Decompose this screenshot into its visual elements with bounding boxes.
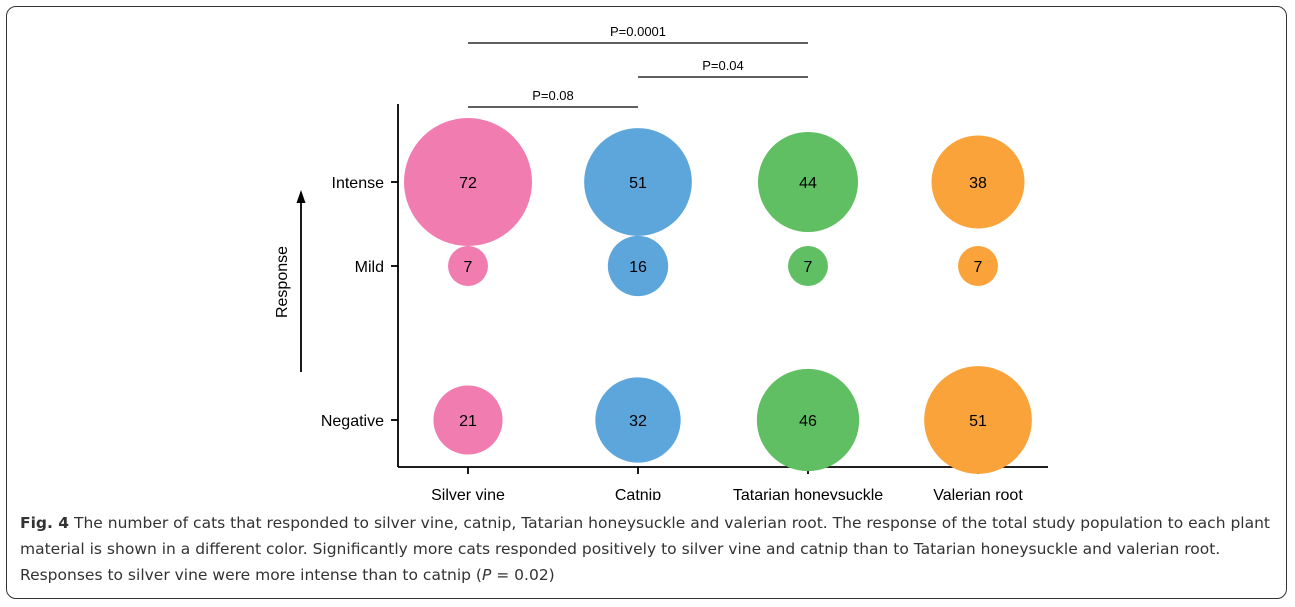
bubble-catnip-intense xyxy=(584,128,692,236)
bubble-catnip-negative xyxy=(595,377,681,463)
bubble-silver-vine-mild xyxy=(448,246,488,286)
bubble-label-valerian-root-intense: 38 xyxy=(969,175,987,192)
figure-label: Fig. 4 xyxy=(20,514,70,532)
significance-label-1: P=0.0001 xyxy=(610,24,666,39)
significance-label-3: P=0.08 xyxy=(532,88,574,103)
bubble-silver-vine-intense xyxy=(404,118,532,246)
bubble-label-catnip-negative: 32 xyxy=(629,413,647,430)
y-tick-label-mild: Mild xyxy=(355,259,384,276)
x-tick-label-silver-vine: Silver vine xyxy=(431,487,505,500)
caption-p-symbol: P xyxy=(481,566,492,584)
bubble-label-tatarian-honeysuckle-negative: 46 xyxy=(799,413,817,430)
bubble-tatarian-honeysuckle-intense xyxy=(757,131,859,233)
figure-caption: Fig. 4 The number of cats that responded… xyxy=(20,510,1275,588)
y-axis-arrow-head xyxy=(296,190,306,203)
bubble-label-valerian-root-mild: 7 xyxy=(974,259,983,276)
bubble-valerian-root-mild xyxy=(958,246,998,286)
bubble-silver-vine-negative xyxy=(433,385,503,455)
y-axis-title: Response xyxy=(274,246,291,318)
bubble-label-catnip-intense: 51 xyxy=(629,175,647,192)
caption-p-value: = 0.02) xyxy=(491,566,555,584)
bubble-tatarian-honeysuckle-mild xyxy=(788,246,828,286)
bubble-label-tatarian-honeysuckle-intense: 44 xyxy=(799,175,817,192)
x-tick-label-tatarian-honeysuckle: Tatarian honeysuckle xyxy=(733,487,883,500)
bubble-catnip-mild xyxy=(607,235,669,297)
bubble-label-silver-vine-intense: 72 xyxy=(459,175,477,192)
bubble-label-silver-vine-mild: 7 xyxy=(464,259,473,276)
x-tick-label-valerian-root: Valerian root xyxy=(933,487,1023,500)
bubble-label-tatarian-honeysuckle-mild: 7 xyxy=(804,259,813,276)
y-tick-label-negative: Negative xyxy=(321,413,384,430)
figure-frame xyxy=(6,6,1287,599)
bubble-chart: Intense Mild Negative Silver vine Catnip Tata… xyxy=(274,24,1048,500)
bubble-label-valerian-root-negative: 51 xyxy=(969,413,987,430)
bubbles-group: 72 7 21 51 16 32 44 7 46 38 7 51 xyxy=(404,118,1032,474)
bubble-tatarian-honeysuckle-negative xyxy=(756,368,860,472)
x-tick-label-catnip: Catnip xyxy=(615,487,661,500)
significance-brackets: P=0.0001 P=0.04 P=0.08 xyxy=(468,24,808,108)
y-tick-label-intense: Intense xyxy=(332,175,385,192)
significance-label-2: P=0.04 xyxy=(702,58,744,73)
bubble-valerian-root-negative xyxy=(924,366,1032,474)
bubble-label-catnip-mild: 16 xyxy=(629,259,647,276)
bubble-valerian-root-intense xyxy=(931,135,1025,229)
bubble-label-silver-vine-negative: 21 xyxy=(459,413,477,430)
caption-text: The number of cats that responded to sil… xyxy=(20,514,1270,584)
